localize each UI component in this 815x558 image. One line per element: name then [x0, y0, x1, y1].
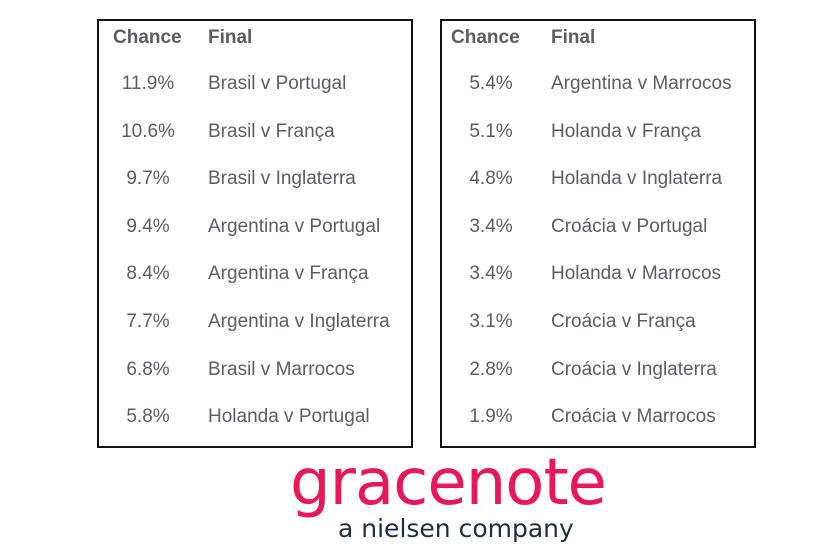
table-row: 9.4% Argentina v Portugal [99, 216, 411, 240]
right-table: Chance Final 5.4% Argentina v Marrocos 5.1… [440, 19, 756, 448]
chance-value: 5.8% [126, 406, 170, 428]
table-row: 5.8% Holanda v Portugal [99, 406, 411, 430]
final-matchup: Argentina v Portugal [208, 215, 381, 237]
final-matchup: Holanda v Marrocos [551, 263, 722, 285]
chance-value: 3.4% [469, 215, 513, 237]
final-matchup: Brasil v Portugal [208, 73, 347, 94]
final-matchup: Argentina v França [208, 263, 369, 285]
chance-value: 5.1% [469, 120, 513, 142]
final-matchup: Croácia v Portugal [551, 215, 708, 237]
final-matchup: Brasil v França [208, 120, 335, 142]
table-row: 2.8% Croácia v Inglaterra [442, 359, 754, 383]
chance-value: 1.9% [469, 406, 513, 428]
final-matchup: Croácia v Marrocos [551, 406, 716, 428]
table-row: 7.7% Argentina v Inglaterra [99, 311, 411, 335]
table-row: 6.8% Brasil v Marrocos [99, 359, 411, 383]
chance-value: 3.1% [469, 311, 513, 332]
chance-value: 2.8% [469, 358, 513, 380]
table-row: 5.4% Argentina v Marrocos [442, 73, 754, 97]
final-matchup: Holanda v Portugal [208, 406, 370, 428]
table-row: 11.9% Brasil v Portugal [99, 73, 411, 97]
table-row: 9.7% Brasil v Inglaterra [99, 168, 411, 192]
final-matchup: Croácia v Inglaterra [551, 358, 717, 380]
chance-value: 3.4% [469, 263, 513, 285]
chance-header: Chance [451, 27, 520, 48]
final-matchup: Brasil v Inglaterra [208, 168, 356, 190]
final-matchup: Croácia v França [551, 311, 696, 332]
final-matchup: Brasil v Marrocos [208, 358, 355, 380]
table-row: 3.1% Croácia v França [442, 311, 754, 335]
table-row: 3.4% Croácia v Portugal [442, 216, 754, 240]
table-row: 8.4% Argentina v França [99, 263, 411, 287]
table-row: 1.9% Croácia v Marrocos [442, 406, 754, 430]
chance-header: Chance [113, 27, 182, 48]
final-matchup: Holanda v França [551, 120, 701, 142]
logo-tagline: a nielsen company [338, 514, 574, 543]
table-row: 4.8% Holanda v Inglaterra [442, 168, 754, 192]
chance-value: 6.8% [126, 358, 170, 380]
final-header: Final [551, 27, 596, 48]
table-row: 10.6% Brasil v França [99, 121, 411, 145]
final-header: Final [208, 27, 253, 48]
chance-value: 9.4% [126, 215, 170, 237]
final-matchup: Holanda v Inglaterra [551, 168, 723, 190]
chance-value: 5.4% [469, 73, 513, 94]
table-row: 5.1% Holanda v França [442, 121, 754, 145]
chance-value: 10.6% [121, 120, 175, 142]
chance-value: 7.7% [126, 311, 170, 332]
chance-value: 8.4% [126, 263, 170, 285]
gracenote-logo: gracenote [290, 446, 607, 520]
final-matchup: Argentina v Inglaterra [208, 311, 390, 332]
chance-value: 9.7% [126, 168, 170, 190]
chance-value: 4.8% [469, 168, 513, 190]
table-row: 3.4% Holanda v Marrocos [442, 263, 754, 287]
final-matchup: Argentina v Marrocos [551, 73, 732, 94]
chance-value: 11.9% [121, 73, 175, 94]
left-table: Chance Final 11.9% Brasil v Portugal 10.6%… [97, 19, 413, 448]
